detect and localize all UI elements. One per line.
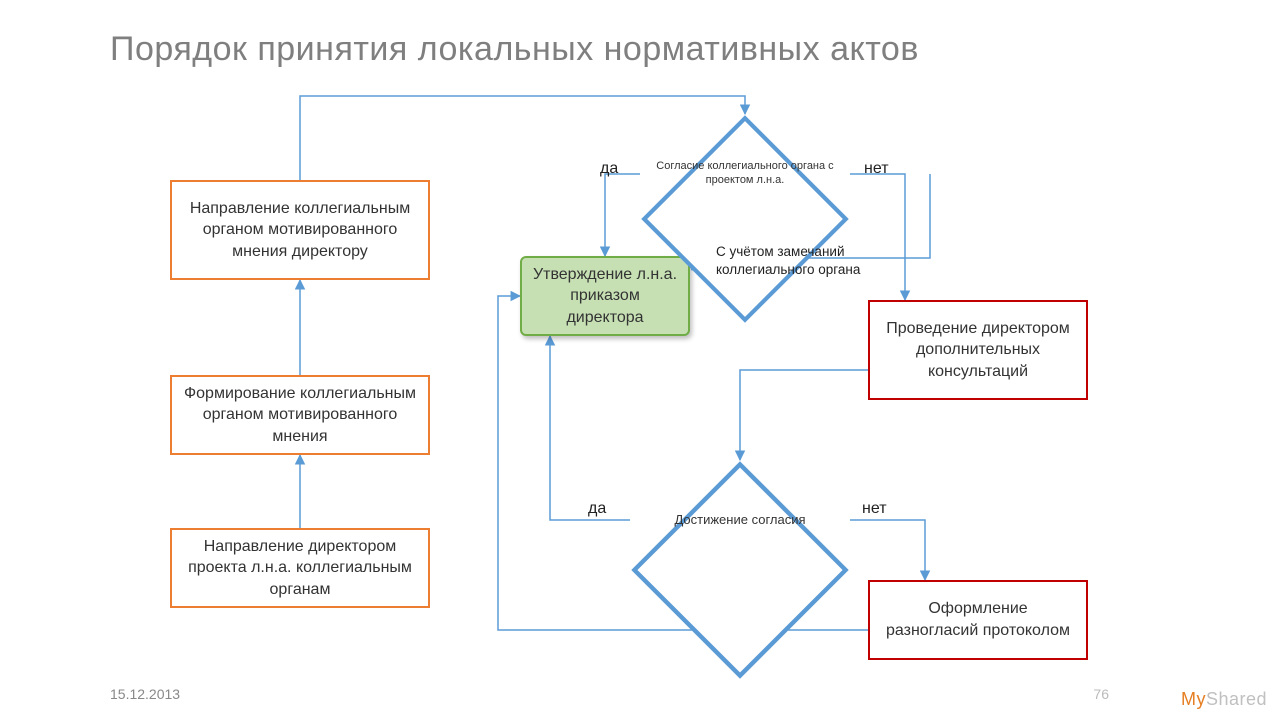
node-label: Проведение директором дополнительных кон… <box>880 318 1076 383</box>
node-label: Направление коллегиальным органом мотиви… <box>182 198 418 263</box>
watermark-part: Shared <box>1206 689 1267 709</box>
note-consider: С учётом замечаний коллегиального органа <box>716 243 906 278</box>
node-send-opinion: Направление коллегиальным органом мотиви… <box>170 180 430 280</box>
node-label: Направление директором проекта л.н.а. ко… <box>182 536 418 601</box>
label-yes: да <box>600 160 618 178</box>
watermark: MyShared <box>1181 689 1267 710</box>
footer-page: 76 <box>1093 686 1109 702</box>
decision-label: Согласие коллегиального органа с проекто… <box>640 160 850 188</box>
watermark-part: My <box>1181 689 1206 709</box>
label-yes: да <box>588 500 606 518</box>
node-send-project: Направление директором проекта л.н.а. ко… <box>170 528 430 608</box>
node-label: Формирование коллегиальным органом мотив… <box>182 383 418 448</box>
label-no: нет <box>862 500 887 518</box>
node-label: Оформление разногласий протоколом <box>880 598 1076 641</box>
label-no: нет <box>864 160 889 178</box>
decision-reach-agreement: Достижение согласия <box>630 460 850 580</box>
node-protocol: Оформление разногласий протоколом <box>868 580 1088 660</box>
node-form-opinion: Формирование коллегиальным органом мотив… <box>170 375 430 455</box>
page-title: Порядок принятия локальных нормативных а… <box>110 30 919 69</box>
slide: { "title": "Порядок принятия локальных н… <box>0 0 1279 720</box>
node-consult: Проведение директором дополнительных кон… <box>868 300 1088 400</box>
footer-date: 15.12.2013 <box>110 686 180 702</box>
decision-agreement: Согласие коллегиального органа с проекто… <box>640 114 850 234</box>
decision-label: Достижение согласия <box>662 512 817 528</box>
